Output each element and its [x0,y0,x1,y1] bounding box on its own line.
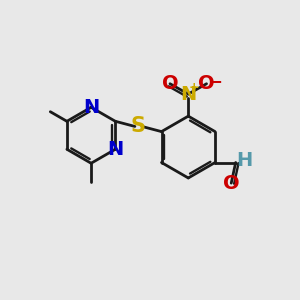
Text: −: − [208,72,222,90]
Text: N: N [180,85,196,104]
Text: S: S [131,116,146,136]
Text: O: O [198,74,215,93]
Text: N: N [107,140,124,159]
Text: O: O [223,174,240,193]
Text: N: N [83,98,99,117]
Text: H: H [236,151,252,170]
Text: O: O [162,74,178,93]
Text: +: + [188,81,199,94]
